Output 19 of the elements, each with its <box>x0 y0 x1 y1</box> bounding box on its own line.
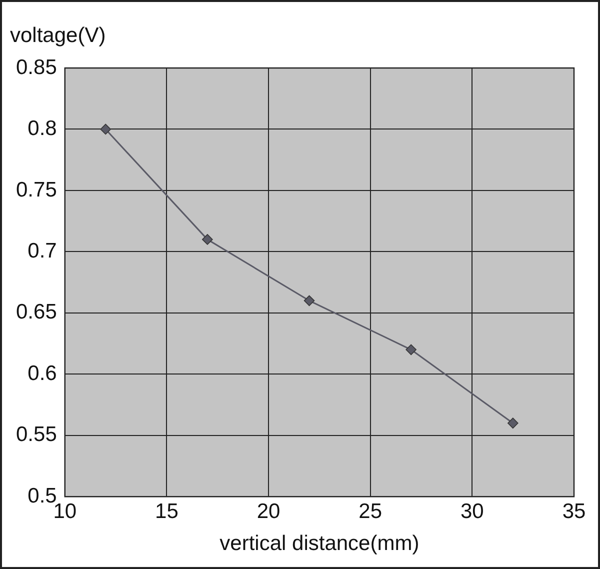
y-tick-label: 0.7 <box>28 239 57 262</box>
point <box>202 234 213 245</box>
y-axis-title: voltage(V) <box>10 24 106 47</box>
point <box>304 295 315 306</box>
x-tick-label: 20 <box>256 500 280 523</box>
y-tick-label: 0.55 <box>16 423 57 446</box>
y-tick-label: 0.8 <box>28 117 57 140</box>
x-tick-label: 30 <box>460 500 484 523</box>
y-tick-label: 0.65 <box>16 300 57 324</box>
point <box>406 344 416 356</box>
y-tick-label: 0.75 <box>16 178 57 202</box>
y-tick-label: 0.6 <box>28 362 57 385</box>
x-tick-label: 15 <box>155 500 178 523</box>
x-axis-title: vertical distance(mm) <box>220 532 420 556</box>
point <box>508 418 518 429</box>
x-tick-label: 35 <box>562 500 586 523</box>
y-tick-label: 0.85 <box>16 56 57 79</box>
point <box>100 124 112 135</box>
x-tick-label: 25 <box>358 500 382 523</box>
